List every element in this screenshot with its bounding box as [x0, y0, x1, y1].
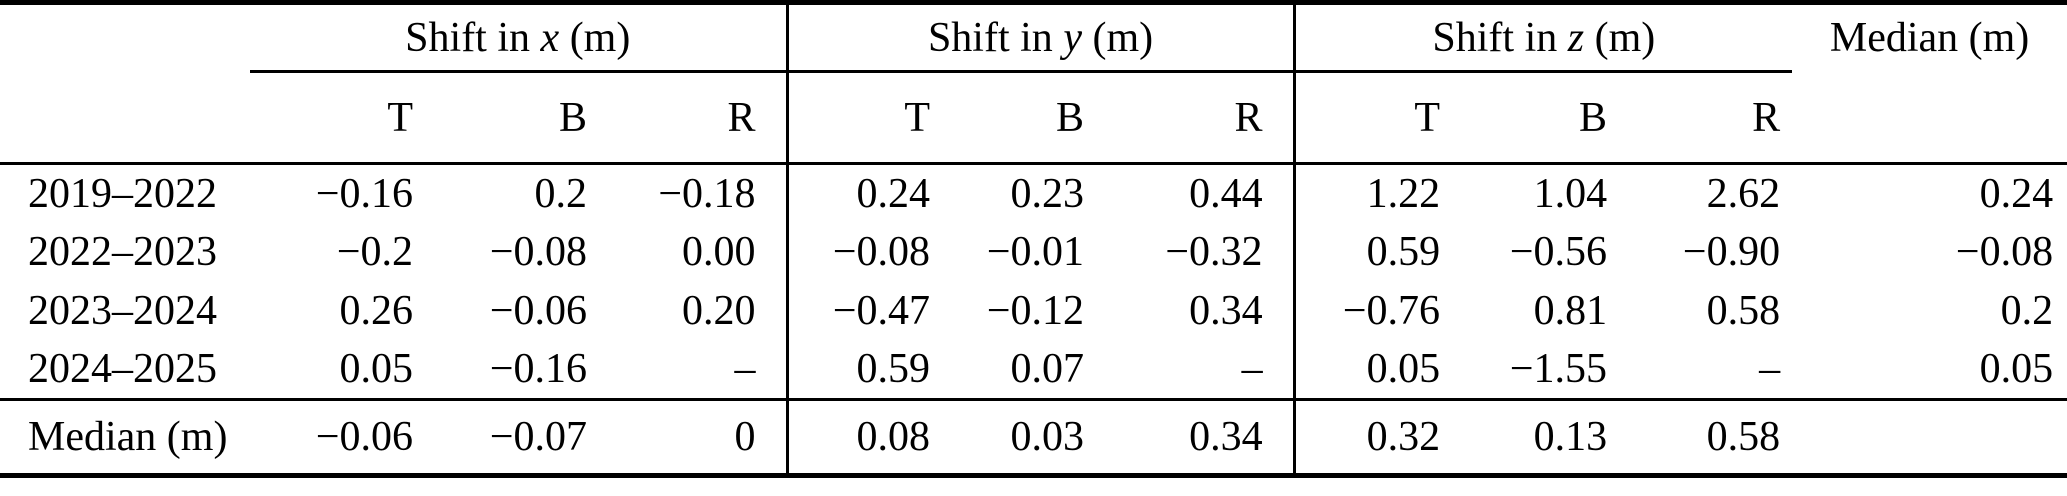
value-cell: 0.23 [1010, 170, 1085, 217]
value-cell: 0.2 [534, 170, 588, 217]
value-cell: −0.16 [489, 346, 587, 393]
footer-label: Median (m) [28, 414, 228, 460]
value-cell: – [599, 340, 789, 400]
group-header-prefix: Shift in [1432, 14, 1558, 61]
corner-cell [0, 3, 250, 72]
col-header-z-B: B [1579, 94, 1608, 141]
footer-row: Median (m) −0.06 −0.07 0 0.08 0.03 0.34 … [0, 399, 2067, 476]
value-cell: 0.26 [339, 288, 414, 334]
value-cell: 0.00 [599, 222, 789, 282]
col-group-header-shift-z: Shift in z (m) [1294, 2, 1793, 73]
sub-header-row: T B R T B R T B R [0, 71, 2067, 164]
value-cell: −0.06 [489, 288, 587, 334]
group-header-row: Shift in x (m) Shift in y (m) Shift in z… [0, 2, 2067, 73]
value-cell: 0.05 [339, 346, 414, 393]
group-header-unit: (m) [1092, 14, 1154, 61]
value-cell: −0.2 [336, 229, 413, 275]
col-header-z-R: R [1752, 94, 1781, 141]
col-group-header-shift-y: Shift in y (m) [787, 2, 1296, 73]
group-header-prefix: Shift in [927, 14, 1053, 61]
value-cell: 0.59 [1366, 229, 1441, 275]
value-cell: −0.32 [1096, 222, 1296, 282]
group-header-unit: (m) [569, 14, 631, 61]
value-cell: −0.16 [315, 170, 413, 217]
value-cell: −0.76 [1342, 288, 1441, 334]
value-cell: – [1759, 346, 1781, 393]
col-header-median: Median (m) [1829, 15, 2030, 62]
median-value-cell: −0.08 [1955, 229, 2054, 275]
value-cell: 0 [599, 399, 789, 476]
value-cell: 0.03 [1010, 414, 1085, 460]
value-cell: – [1096, 340, 1296, 400]
value-cell: 0.59 [856, 346, 931, 393]
col-header-y-T: T [904, 94, 931, 141]
table-row: 2024–2025 0.05 −0.16 – 0.59 0.07 – 0.05 … [0, 340, 2067, 400]
value-cell: 0.34 [1096, 281, 1296, 341]
value-cell: 1.04 [1533, 170, 1608, 217]
value-cell: 0.32 [1366, 414, 1441, 460]
value-cell: 1.22 [1366, 170, 1441, 217]
value-cell: 0.81 [1533, 288, 1608, 334]
group-header-unit: (m) [1594, 14, 1656, 61]
col-header-x-B: B [558, 94, 587, 141]
median-value-cell: 0.05 [1979, 346, 2054, 393]
value-cell: 2.62 [1706, 170, 1781, 217]
table-row: 2023–2024 0.26 −0.06 0.20 −0.47 −0.12 0.… [0, 281, 2067, 341]
col-header-x-R: R [599, 71, 789, 164]
value-cell: 0.44 [1096, 163, 1296, 223]
group-header-prefix: Shift in [405, 14, 531, 61]
value-cell: 0.24 [856, 170, 931, 217]
median-value-cell: 0.24 [1979, 170, 2054, 217]
value-cell: 0.08 [856, 414, 931, 460]
row-label: 2024–2025 [28, 346, 217, 393]
value-cell: −0.07 [489, 414, 587, 460]
value-cell: −0.47 [832, 288, 931, 334]
value-cell: −0.90 [1682, 229, 1781, 275]
row-label: 2019–2022 [28, 170, 217, 217]
col-group-header-shift-x: Shift in x (m) [250, 2, 789, 73]
row-label: 2022–2023 [28, 229, 217, 275]
value-cell: −0.01 [986, 229, 1085, 275]
value-cell: −0.12 [986, 288, 1085, 334]
table-row: 2022–2023 −0.2 −0.08 0.00 −0.08 −0.01 −0… [0, 222, 2067, 282]
value-cell: −0.08 [832, 229, 931, 275]
value-cell: 0.13 [1533, 414, 1608, 460]
median-header-spacer [1792, 72, 2067, 164]
col-header-y-B: B [1056, 94, 1085, 141]
value-cell: −1.55 [1509, 346, 1608, 393]
col-header-y-R: R [1096, 71, 1296, 164]
value-cell: −0.56 [1509, 229, 1608, 275]
col-header-z-T: T [1414, 94, 1441, 141]
value-cell: 0.58 [1706, 288, 1781, 334]
math-var-z: z [1567, 14, 1585, 61]
table-row: 2019–2022 −0.16 0.2 −0.18 0.24 0.23 0.44… [0, 163, 2067, 223]
math-var-x: x [540, 14, 560, 61]
shifts-table: Shift in x (m) Shift in y (m) Shift in z… [0, 0, 2067, 478]
value-cell: 0.07 [1010, 346, 1085, 393]
row-label: 2023–2024 [28, 288, 217, 334]
value-cell: −0.18 [599, 163, 789, 223]
subheader-spacer [0, 72, 250, 164]
median-value-cell [1792, 400, 2067, 476]
value-cell: 0.58 [1706, 414, 1781, 460]
median-value-cell: 0.2 [2000, 288, 2054, 334]
value-cell: 0.34 [1096, 399, 1296, 476]
math-var-y: y [1063, 14, 1082, 61]
value-cell: 0.20 [599, 281, 789, 341]
value-cell: −0.08 [489, 229, 587, 275]
value-cell: −0.06 [315, 414, 413, 460]
col-header-x-T: T [387, 94, 413, 141]
value-cell: 0.05 [1366, 346, 1441, 393]
